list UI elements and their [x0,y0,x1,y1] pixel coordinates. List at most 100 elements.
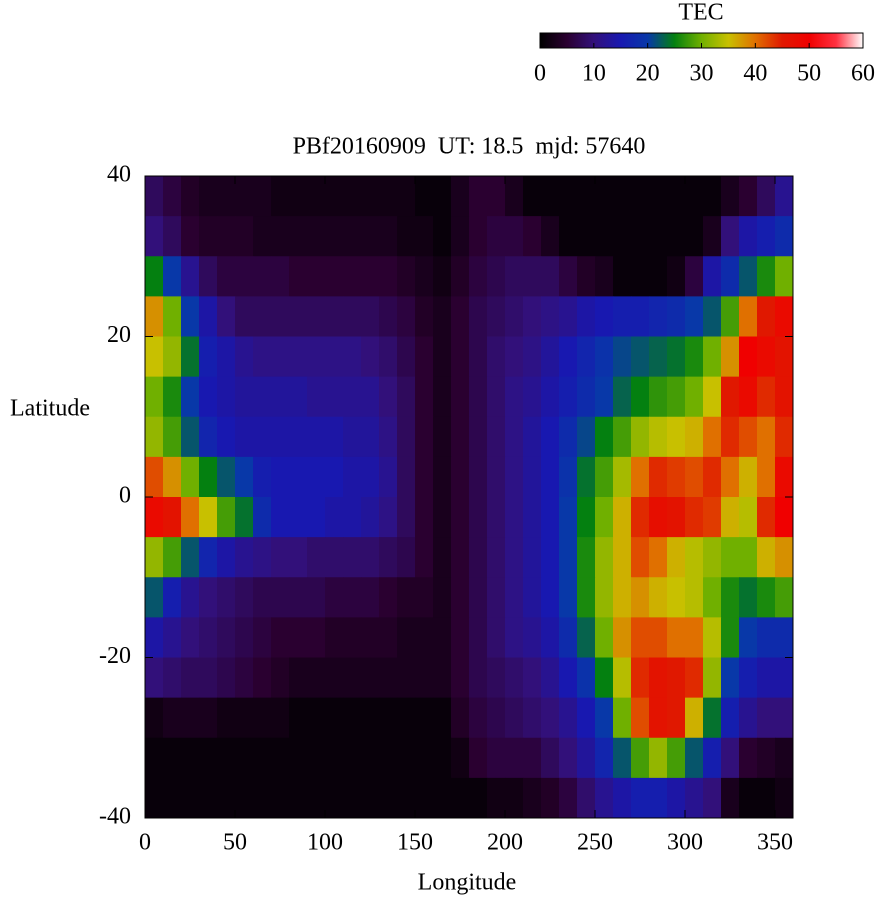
heat-cell [163,216,182,257]
heat-cell [469,336,488,378]
heat-cell [757,657,776,699]
heat-cell [703,617,722,658]
heat-cell [703,176,722,217]
y-tick-label: -20 [99,643,131,669]
heat-cell [145,256,164,297]
heat-cell [667,216,686,257]
heat-cell [289,376,308,418]
heat-cell [775,657,794,699]
heat-cell [343,336,362,378]
x-tick-label: 100 [307,830,343,856]
heat-cell [451,537,470,578]
heat-cell [217,617,236,658]
heat-cell [469,657,488,699]
heat-cell [397,176,416,217]
heat-cell [271,376,290,418]
heat-cell [739,537,758,578]
heat-cell [487,416,506,458]
heat-cell [775,577,794,618]
heat-cell [397,617,416,658]
heat-cell [559,537,578,578]
heat-cell [721,256,740,297]
colorbar-tick-label: 20 [636,61,660,87]
heat-cell [739,617,758,658]
heat-cell [199,657,218,699]
heat-cell [667,777,686,819]
heat-cell [451,617,470,658]
heat-cell [361,777,380,819]
heat-cell [397,456,416,498]
heat-cell [703,256,722,297]
heat-cell [595,497,614,538]
heat-cell [199,497,218,538]
heat-cell [775,296,794,337]
heat-cell [685,336,704,378]
heat-cell [433,176,452,217]
heat-cell [199,777,218,819]
heat-cell [163,697,182,739]
heat-cell [559,296,578,337]
heat-cell [469,376,488,418]
heat-cell [757,216,776,257]
heat-cell [307,376,326,418]
heat-cell [667,176,686,217]
x-tick-label: 200 [487,830,523,856]
heat-cell [541,697,560,739]
heat-cell [685,416,704,458]
heat-cell [181,296,200,337]
heat-cell [307,456,326,498]
heat-cell [595,777,614,819]
heat-cell [379,497,398,538]
heat-cell [739,416,758,458]
heat-cell [757,176,776,217]
heat-cell [595,256,614,297]
heat-cell [361,617,380,658]
heat-cell [163,777,182,819]
heat-cell [163,376,182,418]
heat-cell [181,256,200,297]
heat-cell [199,697,218,739]
heat-cell [163,537,182,578]
heat-cell [199,176,218,217]
heat-cell [649,697,668,739]
heat-cell [343,256,362,297]
heat-cell [505,697,524,739]
heat-cell [451,296,470,337]
heat-cell [325,376,344,418]
heat-cell [307,617,326,658]
heat-cell [271,296,290,337]
heat-cell [541,537,560,578]
heat-cell [505,497,524,538]
heat-cell [631,456,650,498]
heat-cell [595,176,614,217]
heat-cell [379,777,398,819]
heat-cell [307,256,326,297]
heat-cell [163,577,182,618]
heat-cell [145,657,164,699]
heat-cell [235,777,254,819]
heat-cell [397,416,416,458]
heat-cell [487,336,506,378]
heat-cell [253,376,272,418]
heat-cell [559,336,578,378]
heat-cell [415,657,434,699]
heat-cell [433,697,452,739]
y-tick-label: 0 [119,483,131,509]
heat-cell [253,497,272,538]
heat-cell [415,296,434,337]
heat-cell [163,657,182,699]
heat-cell [775,416,794,458]
heat-cell [721,577,740,618]
heat-cell [199,737,218,779]
heat-cell [343,216,362,257]
heat-cell [163,296,182,337]
heat-cell [217,497,236,538]
heat-cell [487,176,506,217]
heat-cell [433,737,452,779]
heat-cell [307,577,326,618]
heat-cell [649,416,668,458]
heat-cell [685,176,704,217]
heat-cell [289,577,308,618]
heat-cell [541,737,560,779]
